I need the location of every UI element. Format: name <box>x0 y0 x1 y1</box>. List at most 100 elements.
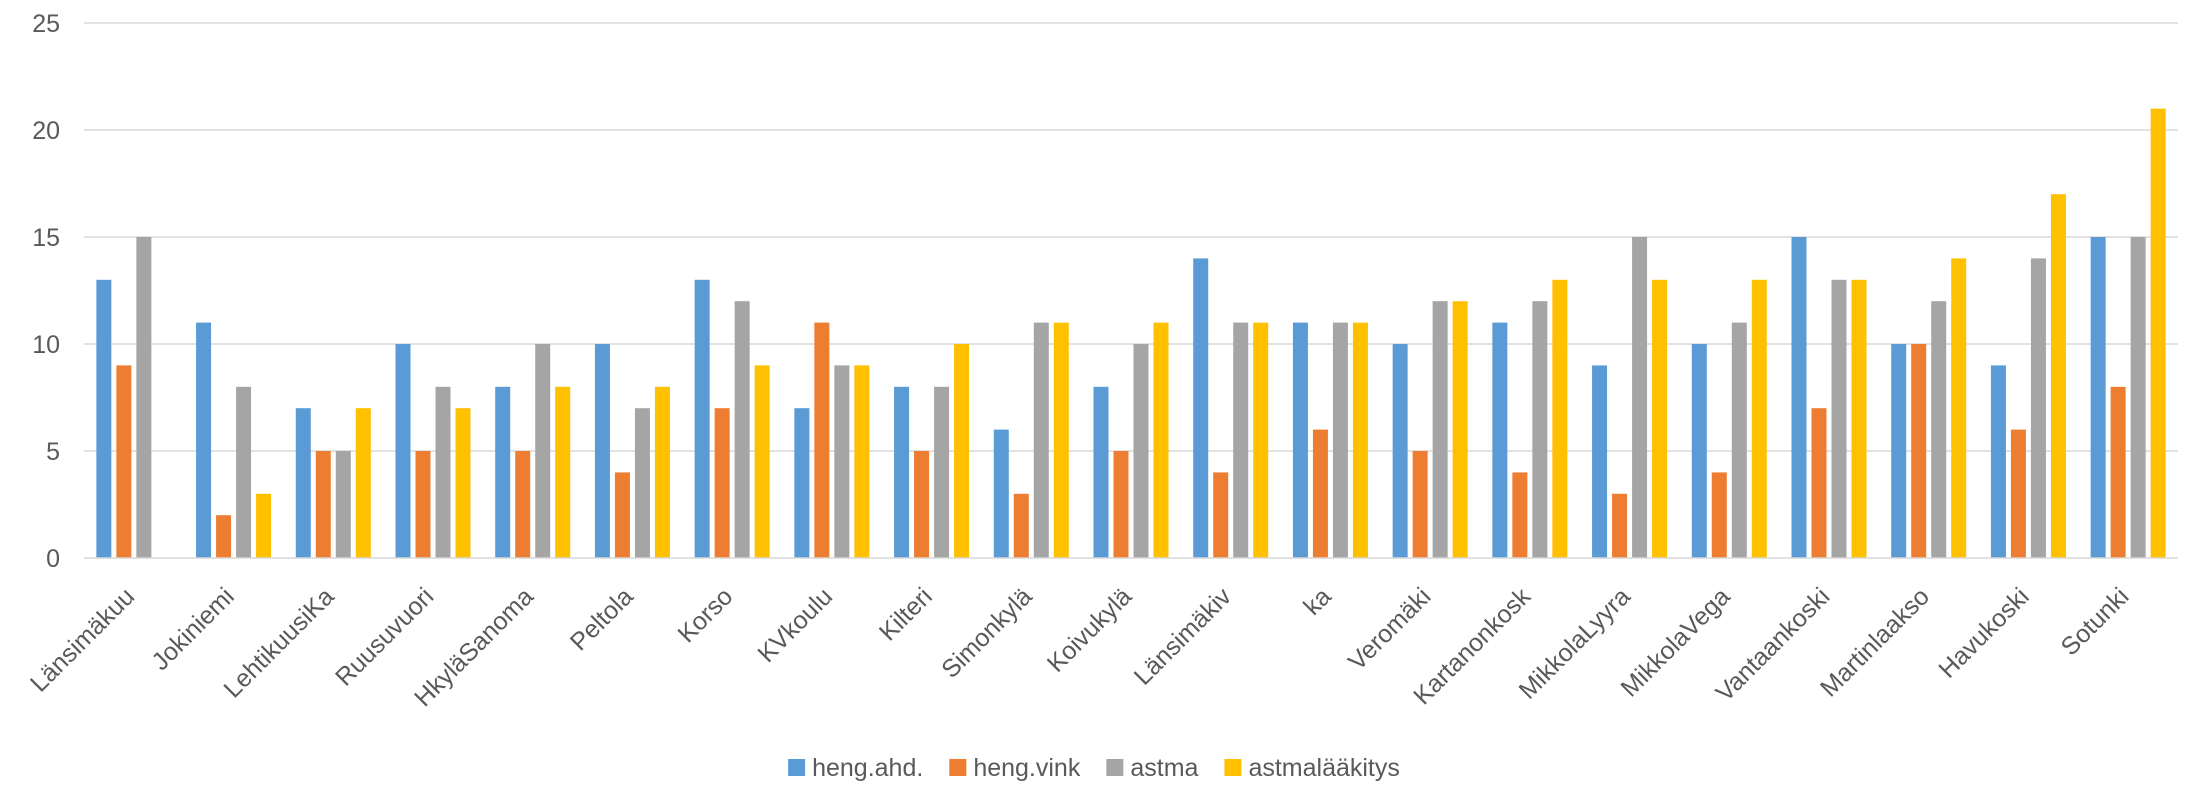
bar-astma <box>934 386 950 558</box>
bar-astma <box>1831 279 1847 558</box>
legend-swatch <box>1106 759 1124 776</box>
legend-swatch <box>949 759 967 776</box>
y-tick-label: 20 <box>32 117 60 145</box>
bar-astmal-kitys <box>1652 279 1668 558</box>
bars <box>96 108 2166 558</box>
x-category-label: Veromäki <box>1343 582 1436 675</box>
bar-astma <box>335 451 351 558</box>
bar-astma <box>136 237 152 558</box>
bar-astma <box>435 386 451 558</box>
bar-heng-vink <box>914 451 930 558</box>
bar-heng-vink <box>1811 408 1827 558</box>
y-tick-label: 5 <box>46 438 60 466</box>
bar-astma <box>1332 322 1348 558</box>
bar-astma <box>2130 237 2146 558</box>
bar-heng-vink <box>116 365 132 558</box>
bar-astma <box>535 344 551 558</box>
x-category-label: Sotunki <box>2056 582 2135 661</box>
bar-astma <box>1532 301 1548 558</box>
bar-astmal-kitys <box>1053 322 1069 558</box>
bar-astmal-kitys <box>1153 322 1169 558</box>
bar-astmal-kitys <box>2150 108 2166 558</box>
bar-heng-ahd <box>794 408 810 558</box>
gridlines <box>84 22 2178 452</box>
bar-heng-vink <box>415 451 431 558</box>
bar-heng-vink <box>1312 429 1328 558</box>
legend-label: heng.vink <box>973 754 1081 782</box>
bar-astma <box>1432 301 1448 558</box>
bar-astma <box>834 365 850 558</box>
x-category-label: Korso <box>672 582 738 648</box>
bar-astmal-kitys <box>555 386 571 558</box>
bar-heng-vink <box>1612 493 1628 558</box>
x-category-label: Havukoski <box>1933 582 2034 683</box>
bar-astma <box>734 301 750 558</box>
x-category-label: Jokiniemi <box>146 582 239 675</box>
bar-heng-ahd <box>1891 344 1907 558</box>
bar-astmal-kitys <box>2050 194 2066 558</box>
bar-heng-ahd <box>1193 258 1209 558</box>
bar-astma <box>1632 237 1648 558</box>
bar-astma <box>1033 322 1049 558</box>
bar-heng-vink <box>2010 429 2026 558</box>
bar-heng-vink <box>1911 344 1927 558</box>
bar-astma <box>1731 322 1747 558</box>
y-tick-label: 0 <box>46 545 60 573</box>
bar-astmal-kitys <box>1352 322 1368 558</box>
bar-heng-ahd <box>2090 237 2106 558</box>
bar-heng-vink <box>1213 472 1229 558</box>
bar-heng-ahd <box>196 322 212 558</box>
bar-heng-ahd <box>894 386 910 558</box>
bar-heng-vink <box>2110 386 2126 558</box>
bar-heng-vink <box>515 451 531 558</box>
bar-heng-vink <box>1412 451 1428 558</box>
bar-heng-ahd <box>96 279 112 558</box>
bar-astma <box>1233 322 1249 558</box>
bar-heng-ahd <box>993 429 1009 558</box>
x-category-label: ka <box>1298 582 1337 621</box>
bar-astma <box>236 386 252 558</box>
bar-astmal-kitys <box>854 365 870 558</box>
bar-astmal-kitys <box>754 365 770 558</box>
bar-heng-ahd <box>1492 322 1508 558</box>
bar-heng-vink <box>614 472 630 558</box>
bar-astmal-kitys <box>355 408 371 558</box>
bar-heng-ahd <box>1093 386 1109 558</box>
bar-astmal-kitys <box>1851 279 1867 558</box>
bar-heng-vink <box>714 408 730 558</box>
x-category-label: Koivukylä <box>1042 582 1138 678</box>
bar-astmal-kitys <box>1751 279 1767 558</box>
bar-astmal-kitys <box>1552 279 1568 558</box>
y-tick-label: 25 <box>32 10 60 38</box>
bar-heng-vink <box>216 515 232 558</box>
legend-swatch <box>1224 759 1242 776</box>
bar-heng-vink <box>315 451 331 558</box>
bar-heng-ahd <box>1292 322 1308 558</box>
bar-heng-vink <box>1512 472 1528 558</box>
x-category-label: KVkoulu <box>752 582 838 668</box>
bar-heng-ahd <box>1990 365 2006 558</box>
bar-heng-ahd <box>1392 344 1408 558</box>
bar-astmal-kitys <box>1452 301 1468 558</box>
legend: heng.ahd. heng.vink astma astmalääkitys <box>788 754 1400 782</box>
legend-label: astmalääkitys <box>1248 754 1399 782</box>
bar-heng-ahd <box>495 386 511 558</box>
bar-heng-vink <box>1013 493 1029 558</box>
y-tick-label: 10 <box>32 331 60 359</box>
bar-astmal-kitys <box>1951 258 1967 558</box>
bar-astma <box>634 408 650 558</box>
y-tick-label: 15 <box>32 224 60 252</box>
x-category-label: Peltola <box>565 582 639 656</box>
bar-heng-vink <box>814 322 830 558</box>
bar-astma <box>1931 301 1947 558</box>
x-category-label: Kilteri <box>874 582 938 646</box>
bar-astmal-kitys <box>1253 322 1269 558</box>
bar-astma <box>2030 258 2046 558</box>
x-category-label: Länsimäkuu <box>25 582 140 697</box>
bar-astmal-kitys <box>654 386 670 558</box>
x-axis-category-labels: Länsimäkuu JokiniemiLehtikuusiKaRuusuvuor… <box>25 582 2134 712</box>
x-category-label: Ruusuvuori <box>330 582 439 691</box>
legend-swatch <box>788 759 806 776</box>
bar-heng-ahd <box>1791 237 1807 558</box>
